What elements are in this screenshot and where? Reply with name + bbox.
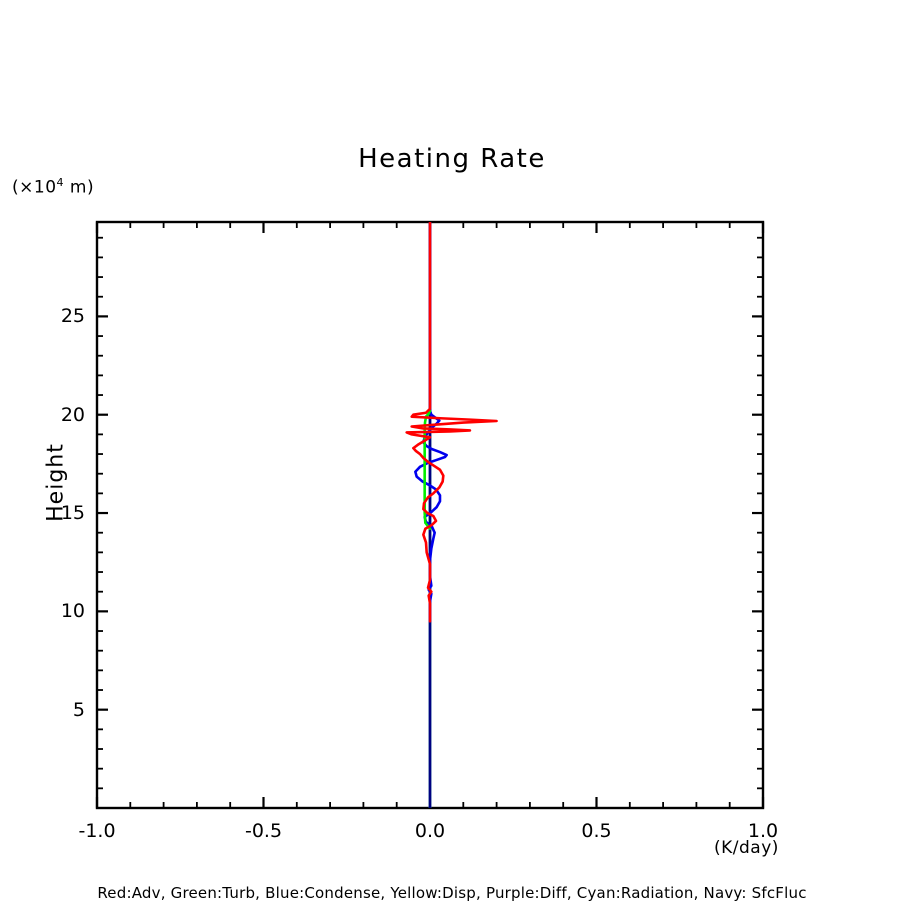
x-tick-label: -1.0 <box>78 820 116 842</box>
x-tick-label: 1.0 <box>747 820 779 842</box>
y-tick-label: 5 <box>72 698 85 721</box>
legend-caption: Red:Adv, Green:Turb, Blue:Condense, Yell… <box>97 884 807 902</box>
y-axis-title: Height <box>43 443 69 522</box>
page-title: Heating Rate <box>358 144 546 174</box>
y-axis-unit-exponent: 4 <box>56 176 65 189</box>
y-tick-label: 25 <box>60 305 85 328</box>
y-axis-unit-label: (×104 m) <box>12 176 94 198</box>
y-tick-label: 20 <box>60 403 85 426</box>
y-tick-label: 15 <box>60 502 85 525</box>
data-series-group <box>405 222 498 808</box>
x-tick-label: -0.5 <box>244 820 283 842</box>
y-axis-unit-base: (×10 <box>12 177 57 198</box>
series-line-condense <box>414 222 448 623</box>
y-axis-unit-tail: m) <box>64 177 95 198</box>
x-tick-label: 0.5 <box>581 820 612 842</box>
series-line-adv <box>405 222 498 623</box>
series-line-turb <box>423 409 432 531</box>
y-tick-label: 10 <box>60 600 85 623</box>
x-axis-unit-label: (K/day) <box>714 838 779 858</box>
x-tick-label: 0.0 <box>414 820 446 842</box>
